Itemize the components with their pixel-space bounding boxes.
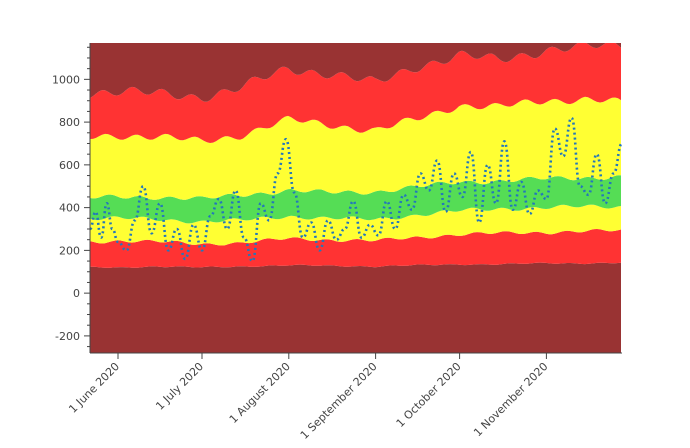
band-outer-top: [90, 43, 621, 102]
series-line-observed: [90, 116, 622, 263]
y-tick-label: 800: [59, 116, 80, 129]
x-tick-label: 1 November 2020: [471, 360, 550, 439]
band-red-low: [90, 229, 621, 268]
y-tick-label: 600: [59, 159, 80, 172]
x-tick-label: 1 October 2020: [394, 360, 464, 430]
band-yellow-high: [90, 96, 621, 200]
x-tick-label: 1 August 2020: [227, 360, 293, 426]
y-tick-label: 400: [59, 202, 80, 215]
chart-bands: [90, 43, 621, 353]
y-tick-label: 1000: [52, 73, 80, 86]
chart-series: [90, 116, 622, 263]
x-axis: 1 June 2020 1 July 2020 1 August 2020 1 Sep…: [66, 352, 622, 442]
y-tick-label: 200: [59, 244, 80, 257]
band-outer-bottom: [90, 262, 621, 353]
band-green: [90, 175, 621, 224]
x-tick-label: 1 July 2020: [153, 360, 206, 413]
band-yellow-low: [90, 204, 621, 246]
band-red-high: [90, 43, 621, 143]
x-tick-label: 1 September 2020: [298, 360, 380, 442]
y-axis: -200 0 200 400 600 800 1000: [52, 43, 91, 353]
x-tick-label: 1 June 2020: [66, 360, 122, 416]
y-tick-label: 0: [73, 287, 80, 300]
y-tick-label: -200: [55, 330, 80, 343]
